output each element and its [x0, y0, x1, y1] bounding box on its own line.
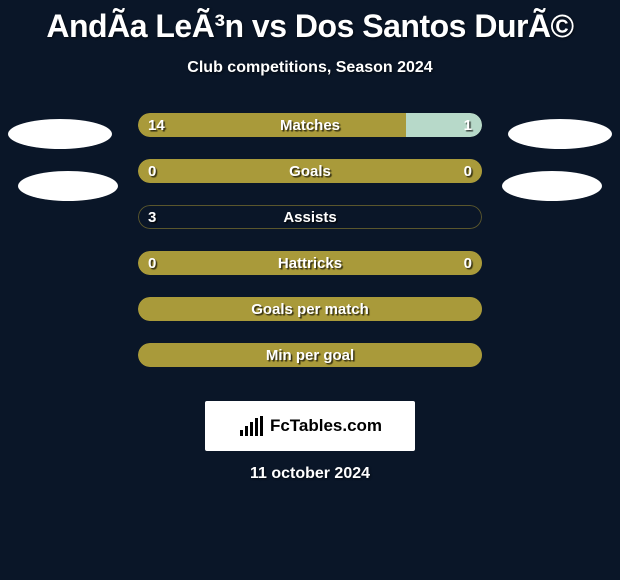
bar-row-mpg: Min per goal	[138, 343, 482, 367]
chart-area: 14 Matches 1 0 Goals 0 3 Assists	[0, 113, 620, 383]
bar-label: Assists	[138, 205, 482, 229]
bar-chart-icon	[238, 416, 264, 436]
subtitle: Club competitions, Season 2024	[0, 59, 620, 77]
footer-logo: FcTables.com	[205, 401, 415, 451]
player-left-avatar	[8, 119, 112, 149]
logo-text: FcTables.com	[270, 416, 382, 436]
bar-row-gpm: Goals per match	[138, 297, 482, 321]
bar-row-assists: 3 Assists	[138, 205, 482, 229]
bar-row-goals: 0 Goals 0	[138, 159, 482, 183]
comparison-infographic: AndÃ­a LeÃ³n vs Dos Santos DurÃ© Club co…	[0, 0, 620, 483]
team-left-avatar	[18, 171, 118, 201]
date: 11 october 2024	[0, 465, 620, 483]
bars-container: 14 Matches 1 0 Goals 0 3 Assists	[138, 113, 482, 367]
bar-label: Goals	[138, 159, 482, 183]
bar-value-right: 0	[464, 251, 472, 275]
bar-row-matches: 14 Matches 1	[138, 113, 482, 137]
player-right-avatar	[508, 119, 612, 149]
page-title: AndÃ­a LeÃ³n vs Dos Santos DurÃ©	[0, 8, 620, 45]
bar-row-hattricks: 0 Hattricks 0	[138, 251, 482, 275]
bar-value-right: 0	[464, 159, 472, 183]
bar-label: Min per goal	[138, 343, 482, 367]
bar-value-right: 1	[464, 113, 472, 137]
bar-label: Matches	[138, 113, 482, 137]
bar-label: Hattricks	[138, 251, 482, 275]
bar-label: Goals per match	[138, 297, 482, 321]
team-right-avatar	[502, 171, 602, 201]
